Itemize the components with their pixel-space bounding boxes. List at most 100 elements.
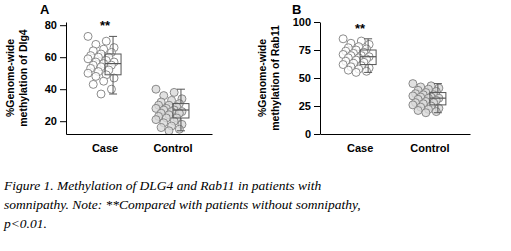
data-point [152,85,160,93]
data-point [409,80,417,88]
caption-line: Figure 1. Methylation of DLG4 and Rab11 … [3,178,321,193]
whisker-cap-max [364,38,372,39]
x-axis-line [321,134,471,135]
data-point [414,106,422,114]
data-point [100,77,108,85]
y-axis-title: %Genome-widemethylation of Rab11 [256,25,281,131]
plot-area [339,35,446,117]
y-tick-mark [60,121,66,122]
y-tick: 50 [299,72,320,84]
y-tick-mark [314,22,320,23]
data-point [157,124,165,132]
box [173,104,189,118]
median-line [430,98,446,99]
panel: B %Genome-widemethylation of Rab11 0 25 50 75… [256,2,471,154]
y-axis: 0 25 50 75 100 [293,16,321,140]
x-tick: Case [92,134,118,154]
lower-whisker [113,75,114,94]
y-axis: 20 40 60 80 [45,19,67,134]
y-tick-label: 100 [293,16,311,28]
x-tick: Case [347,134,373,154]
data-point [84,32,92,40]
y-tick: 60 [45,51,66,63]
whisker-cap-min [434,112,442,113]
y-axis-line [66,23,67,135]
y-tick-mark [314,134,320,135]
median-line [105,63,121,64]
data-point [363,67,371,75]
y-tick: 25 [299,100,320,112]
y-tick-mark [60,57,66,58]
box [105,54,121,75]
y-tick-label: 50 [299,72,311,84]
caption: Figure 1. Methylation of DLG4 and Rab11 … [3,178,361,231]
y-tick-label: 25 [299,100,311,112]
y-axis-title-line: methylation of Dlg4 [17,29,29,127]
y-tick-label: 40 [45,83,57,95]
x-tick: Control [153,134,192,154]
whisker-cap-min [364,72,372,73]
data-point [92,72,100,80]
significance-annotation: ** [100,18,111,33]
x-tick-label: Case [92,142,118,154]
y-tick-label: 20 [45,115,57,127]
data-point [339,35,347,43]
plot-area [84,32,189,134]
y-tick: 100 [293,16,320,28]
y-tick: 20 [45,115,66,127]
y-tick: 80 [45,19,66,31]
y-tick-mark [314,78,320,79]
y-axis-title-line: %Genome-wide [4,39,16,117]
whisker-cap-min [177,130,185,131]
box [430,93,446,105]
y-axis-title: %Genome-widemethylation of Dlg4 [4,29,29,127]
data-point [84,69,92,77]
data-point [432,108,440,116]
caption-line: p<0.01. [3,216,47,231]
y-tick-label: 80 [45,19,57,31]
y-tick-label: 0 [305,128,311,140]
upper-whisker [113,36,114,54]
panel-title: A [40,2,50,17]
upper-whisker [368,39,369,50]
median-line [173,109,189,110]
whisker-cap-max [109,36,117,37]
panel-title: B [292,2,301,17]
lower-whisker [437,105,438,113]
y-tick-mark [314,50,320,51]
y-tick: 0 [305,128,320,140]
y-axis-title-line: %Genome-wide [256,39,268,117]
figure: A%Genome-widemethylation of Dlg420406080… [0,0,511,251]
data-point [175,125,183,133]
upper-whisker [437,84,438,93]
panel: A %Genome-widemethylation of Dlg4 20 40 60 80… [4,2,213,154]
y-tick-mark [60,89,66,90]
x-axis: Case Control [67,134,213,154]
data-point [152,116,160,124]
significance-annotation: ** [355,21,366,36]
data-point [165,127,173,134]
data-point [97,90,105,98]
data-point [107,85,115,93]
data-point [102,37,110,45]
data-point [89,80,97,88]
data-point [422,109,430,117]
data-point [344,66,352,74]
y-tick: 40 [45,83,66,95]
y-axis-line [320,23,321,135]
box [360,50,376,65]
whisker-cap-min [109,94,117,95]
x-tick: Control [410,134,449,154]
y-tick-mark [60,25,66,26]
x-axis-line [67,134,213,135]
lower-whisker [368,65,369,73]
y-tick-label: 75 [299,44,311,56]
lower-whisker [180,118,181,131]
x-axis: Case Control [321,134,471,154]
upper-whisker [180,89,181,103]
caption-line: somnipathy. Note: **Compared with patien… [4,197,361,212]
x-tick-label: Case [347,142,373,154]
data-point [352,68,360,76]
x-tick-label: Control [153,142,192,154]
whisker-cap-max [177,89,185,90]
